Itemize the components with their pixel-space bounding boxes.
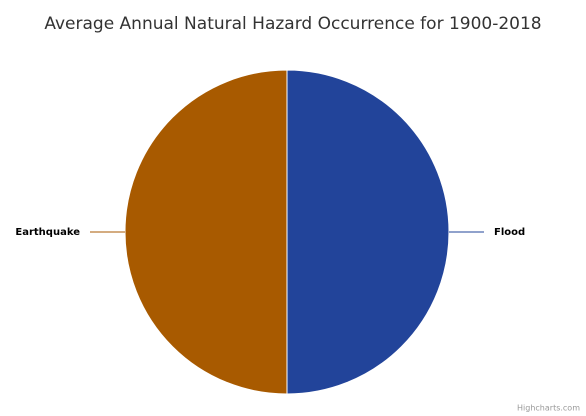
pie-slice (124, 69, 288, 395)
chart-title: Average Annual Natural Hazard Occurrence… (44, 14, 541, 34)
credits[interactable]: Highcharts.com (517, 404, 580, 413)
pie-slice (286, 69, 450, 395)
data-label: Earthquake (15, 227, 80, 238)
data-label: Flood (494, 227, 525, 238)
